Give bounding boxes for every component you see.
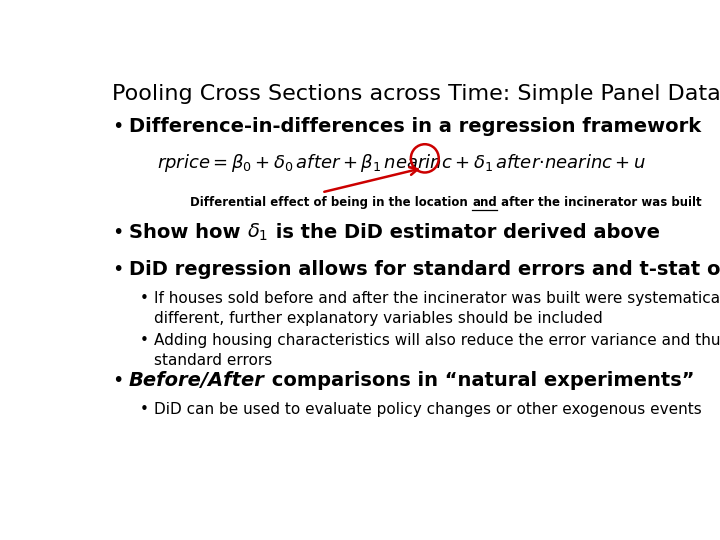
Text: and: and	[472, 196, 497, 209]
Text: after the incinerator was built: after the incinerator was built	[497, 196, 702, 209]
Text: If houses sold before and after the incinerator was built were systematically
di: If houses sold before and after the inci…	[154, 292, 720, 326]
Text: Before/After: Before/After	[129, 371, 265, 390]
Text: Pooling Cross Sections across Time: Simple Panel Data Methods: Pooling Cross Sections across Time: Simp…	[112, 84, 720, 104]
Text: DiD regression allows for standard errors and t-stat of DiD effect.: DiD regression allows for standard error…	[129, 260, 720, 279]
Text: •: •	[112, 371, 124, 390]
Text: •: •	[140, 333, 149, 348]
Text: •: •	[140, 292, 149, 306]
Text: Differential effect of being in the location: Differential effect of being in the loca…	[190, 196, 472, 209]
Text: Show how: Show how	[129, 223, 247, 242]
Text: Adding housing characteristics will also reduce the error variance and thus
stan: Adding housing characteristics will also…	[154, 333, 720, 368]
Text: •: •	[112, 117, 124, 136]
Text: is the DiD estimator derived above: is the DiD estimator derived above	[269, 223, 660, 242]
Text: $\delta_1$: $\delta_1$	[247, 222, 269, 244]
Text: •: •	[112, 223, 124, 242]
Text: Difference-in-differences in a regression framework: Difference-in-differences in a regressio…	[129, 117, 701, 136]
Text: $rprice = \beta_0 + \delta_0\,after + \beta_1\,nearinc + \delta_1\,after{\cdot}n: $rprice = \beta_0 + \delta_0\,after + \b…	[157, 152, 646, 174]
Text: comparisons in “natural experiments”: comparisons in “natural experiments”	[265, 371, 694, 390]
Text: DiD can be used to evaluate policy changes or other exogenous events: DiD can be used to evaluate policy chang…	[154, 402, 702, 416]
Text: •: •	[112, 260, 124, 279]
Text: •: •	[140, 402, 149, 416]
